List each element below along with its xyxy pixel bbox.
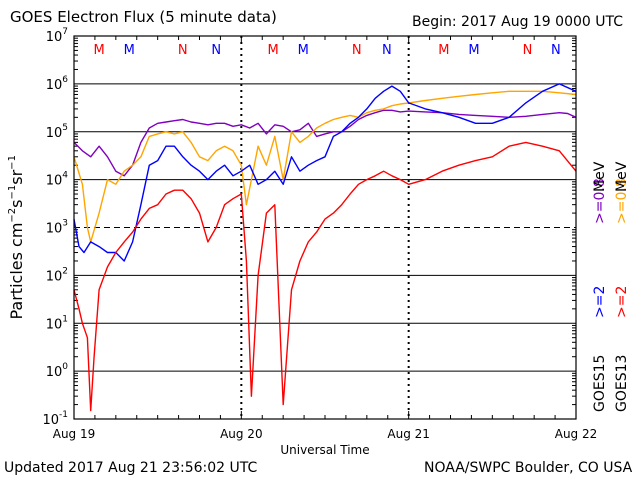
y-axis-label-part: −2 <box>7 208 18 223</box>
event-marker: N <box>382 43 392 58</box>
y-axis-label-part: Particles cm <box>7 223 26 320</box>
y-tick-base: 10 <box>42 413 59 428</box>
y-tick-base: 10 <box>46 317 63 332</box>
event-marker: N <box>551 43 561 58</box>
grid-layer <box>73 35 577 420</box>
y-tick-base: 10 <box>46 30 63 45</box>
event-marker: M <box>468 43 479 58</box>
event-marker: M <box>124 43 135 58</box>
x-tick-label: Aug 21 <box>387 427 430 441</box>
event-marker: M <box>298 43 309 58</box>
updated-timestamp: Updated 2017 Aug 21 23:56:02 UTC <box>4 460 258 476</box>
chart-title: GOES Electron Flux (5 minute data) <box>10 8 277 26</box>
x-axis-label: Universal Time <box>280 443 369 457</box>
y-tick-base: 10 <box>46 269 63 284</box>
plot-frame <box>73 35 577 420</box>
event-marker: M <box>438 43 449 58</box>
y-axis-label: Particles cm−2s−1sr−1 <box>7 155 26 319</box>
legend-item: >=2 <box>592 286 608 318</box>
y-tick-base: 10 <box>46 222 63 237</box>
y-tick-base: 10 <box>46 174 63 189</box>
legend-satellite-0: GOES15 <box>592 355 608 412</box>
y-tick-label: 100 <box>46 362 69 380</box>
series-layer <box>73 83 577 412</box>
y-axis-label-part: −1 <box>7 185 18 200</box>
y-tick-label: 101 <box>46 314 68 332</box>
y-tick-base: 10 <box>46 78 63 93</box>
y-tick-label: 103 <box>46 219 68 237</box>
y-tick-exponent: 0 <box>62 362 68 372</box>
y-tick-exponent: 7 <box>62 27 68 37</box>
y-axis-label-part: sr <box>7 169 26 184</box>
series-line-0 <box>73 109 577 177</box>
y-tick-exponent: 1 <box>62 314 68 324</box>
legend-item: >=0.8 <box>592 178 608 224</box>
y-tick-base: 10 <box>46 365 63 380</box>
series-line-3 <box>73 141 577 412</box>
legend-satellite-1: GOES13 <box>614 355 630 412</box>
event-marker: N <box>211 43 221 58</box>
y-tick-label: 102 <box>46 266 68 284</box>
legend-item: >=0.8 <box>614 178 630 224</box>
legend-item: MeV <box>614 161 630 192</box>
series-line-1 <box>73 90 577 243</box>
event-marker: N <box>178 43 188 58</box>
y-tick-exponent: 2 <box>62 266 68 276</box>
y-tick-exponent: 4 <box>62 171 68 181</box>
y-tick-exponent: 3 <box>62 219 68 229</box>
y-tick-label: 105 <box>46 123 68 141</box>
y-tick-exponent: 5 <box>62 123 68 133</box>
event-marker: N <box>523 43 533 58</box>
series-line-2 <box>73 83 577 262</box>
y-tick-label: 104 <box>46 171 69 189</box>
legend-item: MeV <box>592 161 608 192</box>
event-marker: M <box>268 43 279 58</box>
y-tick-label: 106 <box>46 75 69 93</box>
y-tick-label: 107 <box>46 27 68 45</box>
y-tick-label: 10-1 <box>42 410 68 428</box>
y-axis-label-part: s <box>7 199 26 207</box>
event-marker: M <box>93 43 104 58</box>
event-marker: N <box>352 43 362 58</box>
frame-layer <box>73 35 577 420</box>
y-tick-base: 10 <box>46 126 63 141</box>
x-tick-label: Aug 22 <box>555 427 598 441</box>
begin-time-label: Begin: 2017 Aug 19 0000 UTC <box>412 14 623 30</box>
y-axis-label-part: −1 <box>7 155 18 170</box>
y-tick-exponent: 6 <box>62 75 68 85</box>
y-tick-exponent: -1 <box>59 410 68 420</box>
credit-label: NOAA/SWPC Boulder, CO USA <box>424 460 633 476</box>
legend-item: >=2 <box>614 286 630 318</box>
x-tick-label: Aug 20 <box>220 427 263 441</box>
x-tick-label: Aug 19 <box>53 427 96 441</box>
